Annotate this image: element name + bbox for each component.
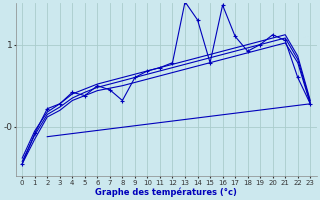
- X-axis label: Graphe des températures (°c): Graphe des températures (°c): [95, 187, 237, 197]
